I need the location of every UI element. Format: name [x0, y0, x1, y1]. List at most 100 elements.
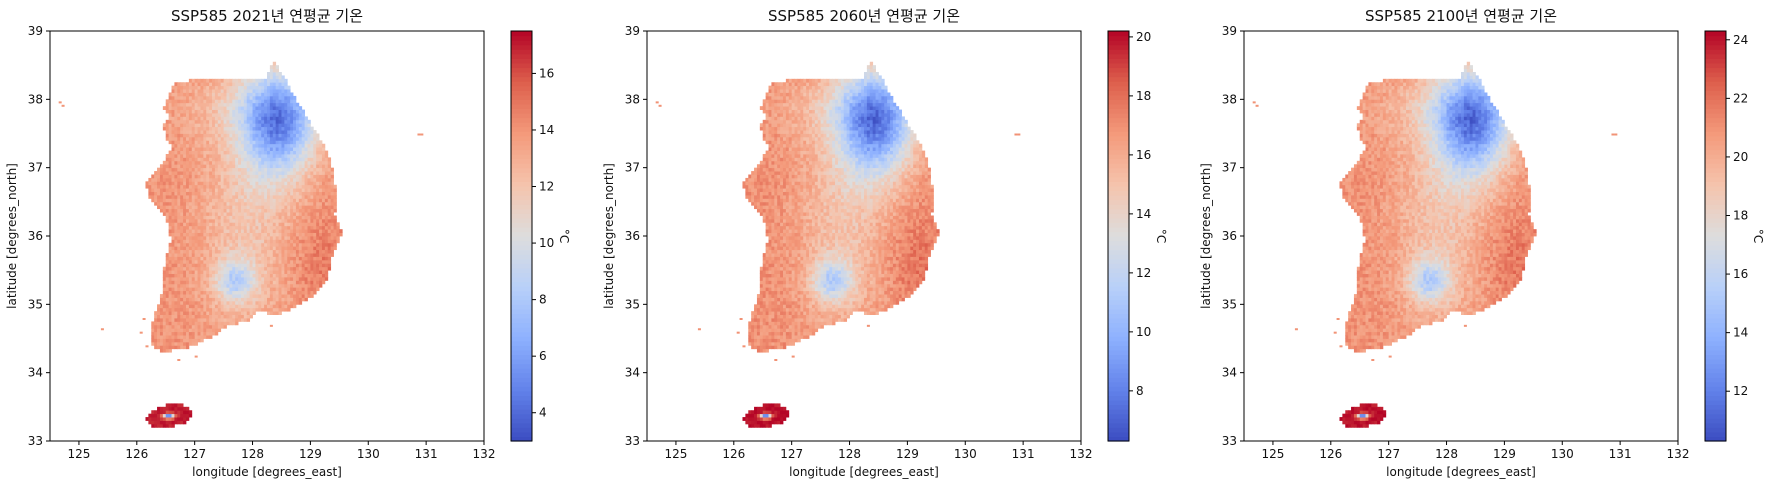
heatmap-cell	[188, 119, 193, 124]
heatmap-cell	[310, 205, 314, 210]
heatmap-cell	[249, 106, 253, 110]
heatmap-cell	[780, 297, 784, 302]
colorbar-segment	[511, 163, 532, 169]
heatmap-cell	[197, 123, 201, 128]
heatmap-cell	[200, 314, 204, 319]
heatmap-cell	[214, 236, 219, 240]
heatmap-cell	[191, 195, 196, 199]
heatmap-cell	[159, 307, 164, 312]
heatmap-cell	[777, 246, 781, 251]
heatmap-cell	[183, 287, 187, 292]
heatmap-cell	[264, 92, 268, 97]
heatmap-cell	[774, 167, 778, 172]
heatmap-cell	[174, 130, 178, 134]
heatmap-cell	[313, 246, 317, 251]
heatmap-cell	[774, 143, 778, 148]
heatmap-cell	[765, 263, 769, 268]
heatmap-cell	[298, 273, 303, 278]
heatmap-cell	[768, 130, 772, 134]
heatmap-cell	[327, 201, 332, 206]
heatmap-cell	[319, 280, 323, 285]
heatmap-cell	[246, 263, 251, 268]
heatmap-cell	[754, 420, 758, 425]
heatmap-cell	[321, 143, 326, 148]
heatmap-cell	[203, 307, 207, 312]
heatmap-cell	[255, 297, 259, 302]
heatmap-cell	[165, 109, 170, 114]
heatmap-cell	[203, 335, 207, 339]
heatmap-cell	[246, 89, 251, 93]
heatmap-cell	[243, 232, 248, 237]
heatmap-cell	[185, 318, 190, 322]
heatmap-cell	[180, 242, 184, 247]
heatmap-cell	[165, 99, 170, 104]
heatmap-cell	[780, 277, 784, 281]
heatmap-cell	[180, 82, 184, 87]
heatmap-cell	[235, 229, 239, 233]
heatmap-cell	[206, 212, 210, 216]
heatmap-cell	[290, 154, 294, 158]
heatmap-cell	[748, 177, 752, 182]
heatmap-cell	[220, 256, 224, 261]
heatmap-cell	[238, 270, 242, 274]
heatmap-cell	[197, 324, 201, 329]
heatmap-cell	[194, 78, 198, 83]
heatmap-cell	[212, 133, 216, 138]
heatmap-cell	[194, 143, 198, 148]
heatmap-cell	[197, 225, 201, 230]
heatmap-cell	[275, 218, 279, 223]
heatmap-cell	[246, 294, 251, 298]
heatmap-cell	[330, 174, 334, 179]
heatmap-cell	[238, 92, 242, 97]
heatmap-cell	[756, 318, 761, 322]
heatmap-cell	[235, 283, 239, 288]
heatmap-cell	[188, 318, 193, 322]
heatmap-cell	[269, 270, 274, 274]
heatmap-cell	[255, 92, 259, 97]
heatmap-cell	[304, 229, 308, 233]
heatmap-cell	[240, 130, 245, 134]
heatmap-cell	[171, 290, 175, 295]
heatmap-cell	[177, 253, 181, 257]
heatmap-cell	[777, 123, 781, 128]
heatmap-cell	[235, 181, 239, 186]
heatmap-cell	[154, 410, 158, 415]
heatmap-cell	[298, 239, 303, 244]
heatmap-cell	[240, 174, 245, 179]
heatmap-cell	[223, 181, 227, 186]
heatmap-cell	[159, 420, 164, 425]
heatmap-cell	[183, 208, 187, 213]
heatmap-cell	[272, 89, 277, 93]
heatmap-cell	[298, 270, 303, 274]
heatmap-cell	[255, 133, 259, 138]
heatmap-cell	[295, 143, 300, 148]
heatmap-cell	[258, 92, 262, 97]
heatmap-cell	[269, 208, 274, 213]
heatmap-cell	[261, 277, 265, 281]
heatmap-cell	[183, 314, 187, 319]
heatmap-cell	[293, 239, 297, 244]
heatmap-cell	[269, 287, 274, 292]
heatmap-cell	[232, 85, 236, 90]
heatmap-cell	[298, 113, 303, 117]
heatmap-cell	[269, 184, 274, 189]
heatmap-cell	[162, 410, 167, 415]
heatmap-cell	[768, 256, 772, 261]
heatmap-cell	[319, 229, 323, 233]
heatmap-cell	[281, 277, 285, 281]
heatmap-cell	[774, 154, 778, 158]
heatmap-cell	[177, 406, 181, 411]
heatmap-cell	[774, 225, 778, 230]
heatmap-cell	[293, 130, 297, 134]
heatmap-cell	[174, 147, 178, 151]
heatmap-cell	[278, 147, 282, 151]
heatmap-cell	[209, 270, 213, 274]
heatmap-cell	[267, 191, 271, 196]
heatmap-cell	[197, 311, 201, 315]
heatmap-cell	[232, 256, 236, 261]
heatmap-cell	[217, 123, 222, 128]
heatmap-cell	[284, 232, 288, 237]
heatmap-cell	[214, 174, 219, 179]
heatmap-cell	[267, 287, 271, 292]
heatmap-cell	[206, 236, 210, 240]
